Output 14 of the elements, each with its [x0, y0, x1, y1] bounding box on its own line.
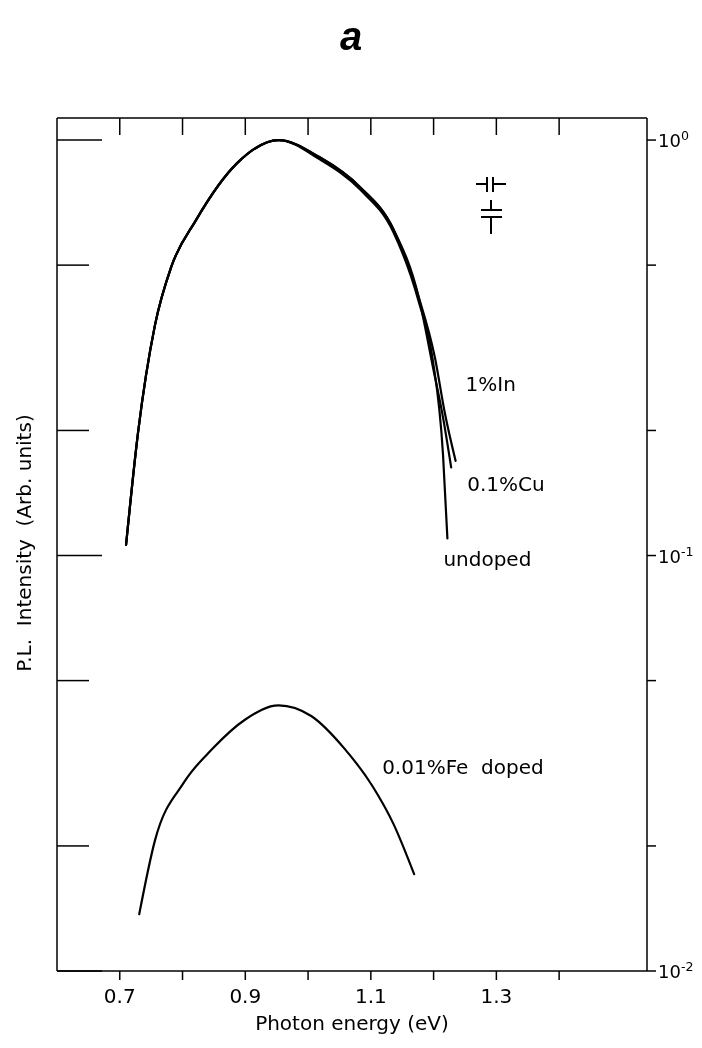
x-axis-title: Photon energy (eV) — [254, 1011, 450, 1035]
x-tick-label: 0.7 — [103, 984, 136, 1008]
y-tick-label: 10$^{-2}$ — [658, 958, 694, 982]
y-tick-label: 10$^{0}$ — [658, 127, 689, 152]
series-label: undoped — [443, 547, 532, 572]
chart-title: a — [338, 14, 364, 59]
x-tick-label: 1.3 — [480, 984, 513, 1008]
series-label: 1%In — [465, 371, 516, 396]
series-label: 0.1%Cu — [467, 472, 545, 497]
y-axis-title: P.L. Intensity (Arb. units) — [12, 412, 36, 674]
y-tick-label: 10$^{-1}$ — [658, 543, 694, 567]
x-tick-label: 0.9 — [229, 984, 262, 1008]
x-tick-label: 1.1 — [354, 984, 387, 1008]
series-label: 0.01%Fe doped — [382, 755, 544, 780]
